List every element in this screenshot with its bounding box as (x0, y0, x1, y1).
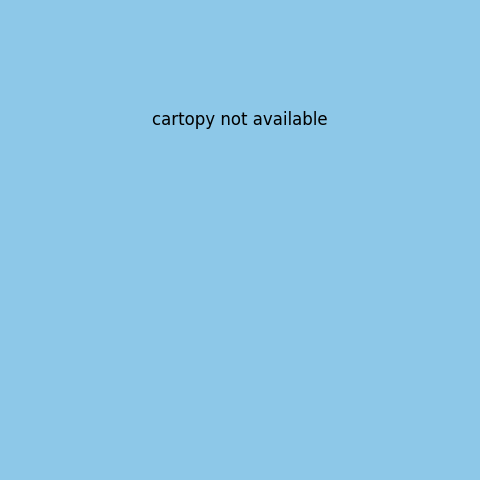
Text: cartopy not available: cartopy not available (152, 111, 328, 129)
